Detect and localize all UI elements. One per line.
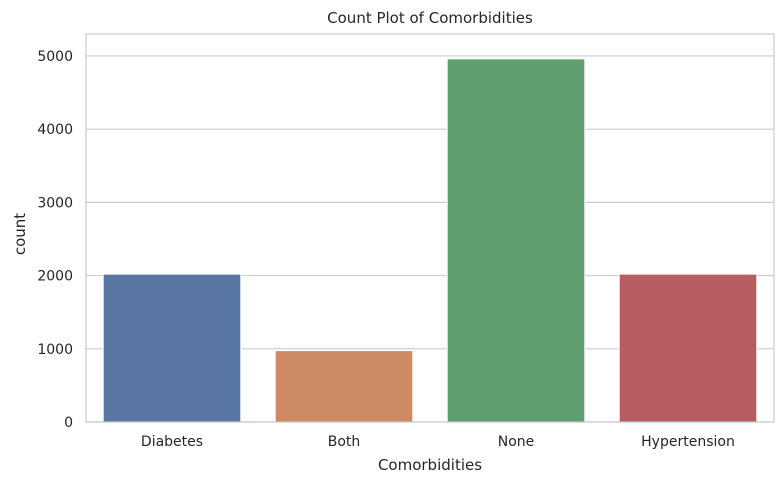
y-tick-label: 4000 [37, 122, 73, 138]
y-tick-label: 1000 [37, 342, 73, 358]
bar-layer [102, 58, 758, 423]
x-tick-label: Diabetes [141, 434, 203, 450]
tick-layer: 0 1000 2000 3000 4000 5000 Diabetes Both None Hyp… [37, 49, 734, 450]
y-tick-label: 3000 [37, 195, 73, 211]
chart-title: Count Plot of Comorbidities [327, 9, 533, 27]
bar-hypertension [618, 273, 758, 423]
bar-none [446, 58, 586, 423]
y-tick-label: 2000 [37, 269, 73, 285]
bar-both [274, 350, 414, 423]
bar-diabetes [102, 273, 242, 423]
plot-frame [85, 33, 775, 423]
x-tick-label: None [498, 434, 535, 450]
x-tick-label: Hypertension [641, 434, 735, 450]
x-axis-label: Comorbidities [378, 456, 482, 474]
y-axis-label: count [11, 213, 29, 255]
x-tick-label: Both [328, 434, 361, 450]
y-tick-label: 5000 [37, 49, 73, 65]
y-tick-label: 0 [64, 415, 73, 431]
